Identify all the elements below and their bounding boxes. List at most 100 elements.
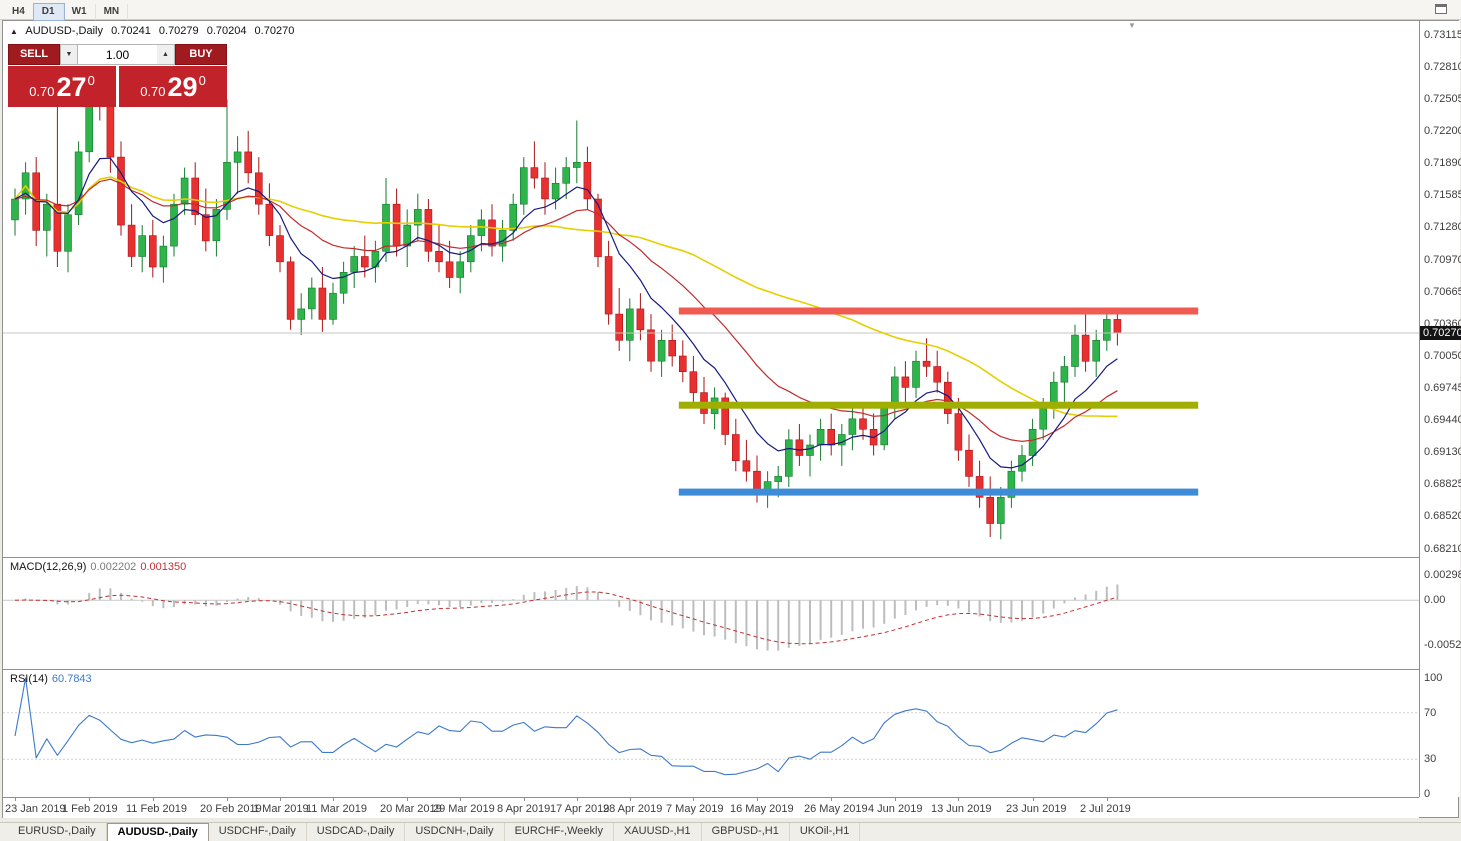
- ohlc-high: 0.70279: [158, 25, 199, 37]
- price-scale-label: 0.73115: [1424, 29, 1461, 41]
- macd-indicator-pane[interactable]: [3, 558, 1419, 668]
- price-scale-label: 0.69130: [1424, 446, 1461, 458]
- time-axis-label: 23 Jan 2019: [5, 803, 66, 815]
- price-scale-label: 0.70050: [1424, 350, 1461, 362]
- trade-prices-row: 0.70 27 0 0.70 29 0: [8, 66, 227, 107]
- tab-xauusd-h1[interactable]: XAUUSD-,H1: [614, 823, 702, 841]
- price-scale-label: 0.69745: [1424, 382, 1461, 394]
- time-axis-label: 11 Feb 2019: [126, 803, 187, 815]
- time-axis-label: 11 Mar 2019: [306, 803, 367, 815]
- time-axis-tick: [1033, 798, 1034, 801]
- price-scale-label: 0.68825: [1424, 478, 1461, 490]
- price-scale-label: 0.68210: [1424, 543, 1461, 555]
- time-axis-tick: [577, 798, 578, 801]
- time-axis-tick: [1107, 798, 1108, 801]
- window-restore-icon[interactable]: [1435, 4, 1447, 14]
- price-chart[interactable]: [3, 21, 1419, 557]
- timeframe-toolbar: H4 D1 W1 MN: [0, 0, 1461, 21]
- sell-price-point: 0: [87, 72, 95, 88]
- tab-usdcad-daily[interactable]: USDCAD-,Daily: [307, 823, 406, 841]
- tab-audusd-daily[interactable]: AUDUSD-,Daily: [106, 823, 209, 841]
- buy-price-point: 0: [198, 72, 206, 88]
- trade-controls-row: SELL ▼ ▲ BUY: [8, 44, 227, 65]
- chart-symbol-period: AUDUSD-,Daily: [25, 25, 103, 37]
- chart-tab-bar: EURUSD-,Daily AUDUSD-,Daily USDCHF-,Daily U…: [0, 822, 1461, 841]
- macd-splitter[interactable]: [3, 557, 1419, 558]
- macd-scale-label: 0.002984: [1424, 569, 1461, 581]
- current-price-tag: 0.70270: [1420, 326, 1461, 340]
- time-axis-tick: [958, 798, 959, 801]
- tab-usdchf-daily[interactable]: USDCHF-,Daily: [209, 823, 307, 841]
- rsi-scale-label: 100: [1424, 672, 1443, 684]
- time-axis-tick: [153, 798, 154, 801]
- lot-increase-button[interactable]: ▲: [157, 44, 175, 65]
- price-scale-label: 0.72505: [1424, 93, 1461, 105]
- time-axis-tick: [15, 798, 16, 801]
- time-axis-label: 23 Jun 2019: [1006, 803, 1067, 815]
- price-scale-label: 0.71280: [1424, 221, 1461, 233]
- time-axis-tick: [693, 798, 694, 801]
- rsi-scale-label: 70: [1424, 707, 1437, 719]
- chart-shift-icon[interactable]: ▼: [1128, 21, 1136, 30]
- time-axis-tick: [407, 798, 408, 801]
- sell-button[interactable]: SELL: [8, 44, 60, 65]
- rsi-indicator-pane[interactable]: [3, 670, 1419, 797]
- tab-usdcnh-daily[interactable]: USDCNH-,Daily: [405, 823, 505, 841]
- buy-price-display[interactable]: 0.70 29 0: [119, 66, 227, 107]
- time-axis-tick: [831, 798, 832, 801]
- time-axis-label: 20 Feb 2019: [200, 803, 262, 815]
- time-axis[interactable]: 23 Jan 2019 1 Feb 2019 11 Feb 2019 20 Feb 2…: [3, 797, 1419, 818]
- price-scale-label: 0.69440: [1424, 414, 1461, 426]
- lot-size-input[interactable]: [78, 44, 157, 65]
- ohlc-close: 0.70270: [254, 25, 295, 37]
- macd-name: MACD(12,26,9): [10, 561, 87, 573]
- tab-gbpusd-h1[interactable]: GBPUSD-,H1: [702, 823, 790, 841]
- tab-eurchf-weekly[interactable]: EURCHF-,Weekly: [505, 823, 614, 841]
- time-axis-label: 2 Jul 2019: [1080, 803, 1131, 815]
- time-axis-label: 13 Jun 2019: [931, 803, 992, 815]
- time-axis-tick: [460, 798, 461, 801]
- rsi-splitter[interactable]: [3, 669, 1419, 670]
- time-axis-label: 29 Mar 2019: [433, 803, 495, 815]
- price-scale-label: 0.71890: [1424, 157, 1461, 169]
- time-axis-label: 16 May 2019: [730, 803, 794, 815]
- time-axis-tick: [895, 798, 896, 801]
- time-axis-label: 26 May 2019: [804, 803, 868, 815]
- rsi-name: RSI(14): [10, 673, 48, 685]
- ohlc-low: 0.70204: [206, 25, 247, 37]
- rsi-label: RSI(14) 60.7843: [10, 673, 96, 685]
- time-axis-tick: [524, 798, 525, 801]
- tab-ukoil-h1[interactable]: UKOil-,H1: [790, 823, 861, 841]
- price-scale[interactable]: 0.73115 0.72810 0.72505 0.72200 0.71890 0.715…: [1419, 21, 1461, 800]
- sell-price-display[interactable]: 0.70 27 0: [8, 66, 116, 107]
- time-axis-label: 17 Apr 2019: [550, 803, 610, 815]
- timeframe-d1[interactable]: D1: [32, 3, 65, 21]
- price-scale-label: 0.72200: [1424, 125, 1461, 137]
- time-axis-tick: [89, 798, 90, 801]
- timeframe-w1[interactable]: W1: [64, 4, 96, 20]
- rsi-scale-label: 0: [1424, 788, 1431, 800]
- macd-main-value: 0.002202: [90, 561, 137, 573]
- sell-price-head: 0.70: [29, 84, 55, 99]
- time-axis-label: 8 Apr 2019: [497, 803, 551, 815]
- rsi-scale-label: 30: [1424, 753, 1437, 765]
- one-click-collapse-icon[interactable]: ▲: [10, 27, 18, 36]
- time-axis-label: 1 Feb 2019: [62, 803, 118, 815]
- price-scale-label: 0.72810: [1424, 61, 1461, 73]
- tab-eurusd-daily[interactable]: EURUSD-,Daily: [8, 823, 107, 841]
- time-axis-label: 1 Mar 2019: [253, 803, 309, 815]
- time-axis-label: 28 Apr 2019: [603, 803, 663, 815]
- price-scale-label: 0.70970: [1424, 254, 1461, 266]
- lot-decrease-button[interactable]: ▼: [60, 44, 78, 65]
- timeframe-mn[interactable]: MN: [96, 4, 129, 20]
- one-click-trading-panel: SELL ▼ ▲ BUY 0.70 27 0 0.70 29 0: [8, 44, 227, 107]
- timeframe-buttons: H4 D1 W1 MN: [4, 1, 129, 21]
- buy-button[interactable]: BUY: [175, 44, 227, 65]
- time-axis-label: 20 Mar 2019: [380, 803, 442, 815]
- macd-scale-label: 0.00: [1424, 594, 1446, 606]
- time-axis-tick: [757, 798, 758, 801]
- time-axis-tick: [630, 798, 631, 801]
- rsi-value: 60.7843: [51, 673, 92, 685]
- timeframe-h4[interactable]: H4: [4, 4, 34, 20]
